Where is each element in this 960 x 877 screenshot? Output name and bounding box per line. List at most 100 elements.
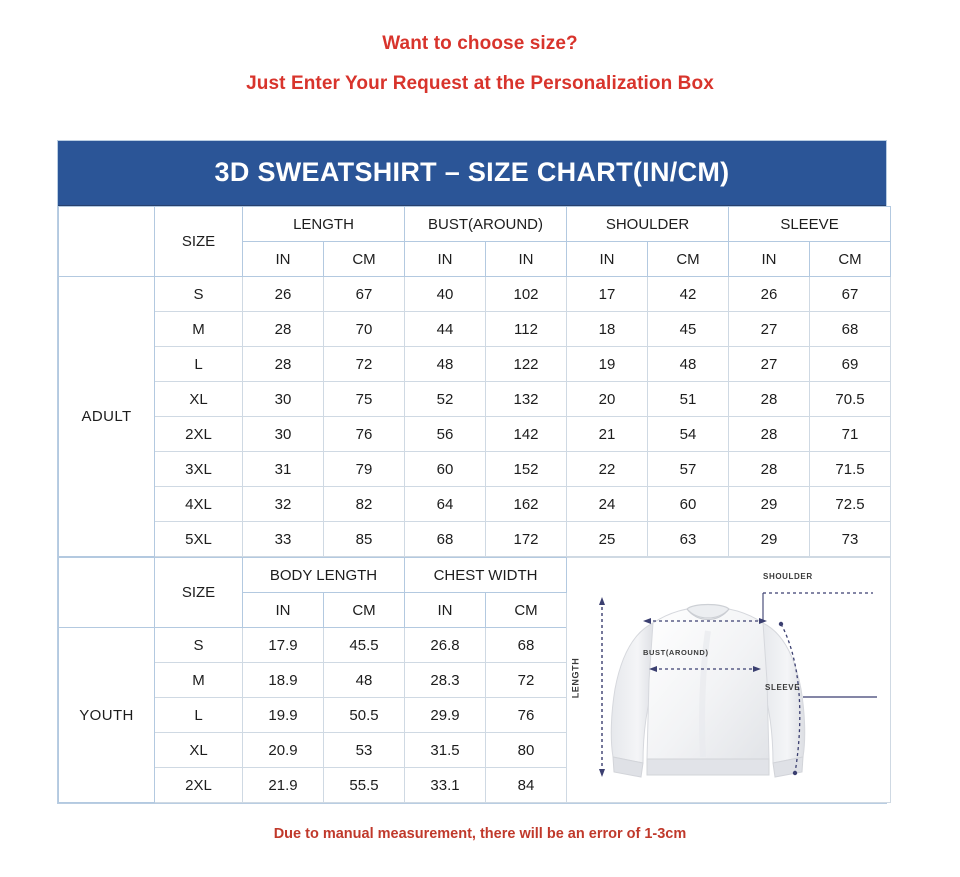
cell: 53 [323, 732, 405, 768]
cell: 50.5 [323, 697, 405, 733]
adult-size-4xl: 4XL [154, 486, 243, 522]
adult-group-header-sleeve: SLEEVE [728, 206, 892, 242]
promo-heading-primary: Want to choose size? [382, 33, 578, 54]
cell: 18 [566, 311, 648, 347]
cell: 64 [404, 486, 486, 522]
cell: 69 [809, 346, 892, 382]
cell: 79 [323, 451, 405, 487]
youth-size-table: SIZE BODY LENGTH CHEST WIDTH [58, 557, 892, 803]
youth-size-header: SIZE [154, 557, 243, 628]
adult-header-row-units: IN CM IN IN IN CM IN CM [59, 241, 892, 277]
adult-size-s: S [154, 276, 243, 312]
cell: 71.5 [809, 451, 892, 487]
youth-header-corner [58, 557, 155, 628]
cell: 29.9 [404, 697, 486, 733]
cell: 67 [809, 276, 892, 312]
cell: 19.9 [242, 697, 324, 733]
cell: 152 [485, 451, 567, 487]
cell: 72 [484, 662, 568, 698]
cell: 85 [323, 521, 405, 557]
cell: 60 [404, 451, 486, 487]
table-row: 5XL 33 85 68 172 25 63 29 73 [59, 521, 892, 557]
adult-group-label: ADULT [58, 276, 155, 557]
adult-size-header: SIZE [154, 206, 243, 277]
cell: 21 [566, 416, 648, 452]
cell: 73 [809, 521, 892, 557]
cell: 60 [646, 486, 730, 522]
cell: 24 [566, 486, 648, 522]
cell: 21.9 [242, 767, 324, 803]
cell: 80 [484, 732, 568, 768]
cell: 17 [566, 276, 648, 312]
table-row: 2XL 30 76 56 142 21 54 28 71 [59, 416, 892, 452]
adult-unit-length-cm: CM [323, 241, 405, 277]
youth-size-xl: XL [154, 732, 243, 768]
cell: 82 [323, 486, 405, 522]
cell: 30 [242, 381, 324, 417]
cell: 48 [404, 346, 486, 382]
adult-size-3xl: 3XL [154, 451, 243, 487]
adult-group-header-shoulder: SHOULDER [565, 206, 730, 242]
cell: 55.5 [323, 767, 405, 803]
cell: 122 [485, 346, 567, 382]
cell: 28 [242, 311, 324, 347]
cell: 28.3 [404, 662, 486, 698]
table-row: L 28 72 48 122 19 48 27 69 [59, 346, 892, 382]
table-row: XL 20.9 53 31.5 80 [59, 732, 891, 768]
cell: 102 [485, 276, 567, 312]
cell: 162 [485, 486, 567, 522]
cell: 28 [242, 346, 324, 382]
youth-group-header-chest-width: CHEST WIDTH [403, 557, 568, 593]
diagram-label-sleeve: SLEEVE [765, 683, 801, 692]
cell: 71 [809, 416, 892, 452]
sweatshirt-diagram: SHOULDER SLEEVE BUST(AROUND) LENGTH [567, 561, 891, 799]
cell: 25 [566, 521, 648, 557]
cell: 22 [566, 451, 648, 487]
youth-header-row-groups: SIZE BODY LENGTH CHEST WIDTH [58, 557, 892, 803]
measurement-disclaimer: Due to manual measurement, there will be… [273, 826, 687, 842]
cell: 70.5 [809, 381, 892, 417]
cell: 75 [323, 381, 405, 417]
sweatshirt-illustration [599, 592, 878, 778]
adult-unit-length-in: IN [242, 241, 324, 277]
youth-unit-chest-width-cm: CM [484, 592, 568, 628]
cell: 18.9 [242, 662, 324, 698]
cell: 84 [484, 767, 568, 803]
cell: 17.9 [242, 627, 324, 663]
cell: 19 [566, 346, 648, 382]
cell: 67 [323, 276, 405, 312]
cell: 51 [646, 381, 730, 417]
youth-size-l: L [154, 697, 243, 733]
table-row: M 18.9 48 28.3 72 [59, 662, 891, 698]
adult-size-5xl: 5XL [154, 521, 243, 557]
cell: 63 [646, 521, 730, 557]
adult-unit-bust-cm: IN [485, 241, 567, 277]
cell: 26.8 [404, 627, 486, 663]
cell: 29 [728, 486, 811, 522]
cell: 42 [646, 276, 730, 312]
youth-size-2xl: 2XL [154, 767, 243, 803]
table-row: M 28 70 44 112 18 45 27 68 [59, 311, 892, 347]
cell: 48 [323, 662, 405, 698]
adult-group-header-length: LENGTH [242, 206, 405, 242]
cell: 132 [485, 381, 567, 417]
cell: 70 [323, 311, 405, 347]
adult-unit-shoulder-cm: CM [646, 241, 730, 277]
adult-size-2xl: 2XL [154, 416, 243, 452]
adult-size-m: M [154, 311, 243, 347]
youth-header-row-units: IN CM IN CM [59, 592, 891, 628]
cell: 26 [242, 276, 324, 312]
cell: 28 [728, 416, 811, 452]
table-row: 3XL 31 79 60 152 22 57 28 71.5 [59, 451, 892, 487]
cell: 31.5 [404, 732, 486, 768]
cell: 68 [809, 311, 892, 347]
cell: 45.5 [323, 627, 405, 663]
cell: 76 [484, 697, 568, 733]
youth-size-m: M [154, 662, 243, 698]
cell: 172 [485, 521, 567, 557]
table-row: 2XL 21.9 55.5 33.1 84 [59, 767, 891, 803]
adult-unit-bust-in: IN [404, 241, 486, 277]
cell: 29 [728, 521, 811, 557]
youth-unit-chest-width-in: IN [404, 592, 486, 628]
cell: 28 [728, 451, 811, 487]
